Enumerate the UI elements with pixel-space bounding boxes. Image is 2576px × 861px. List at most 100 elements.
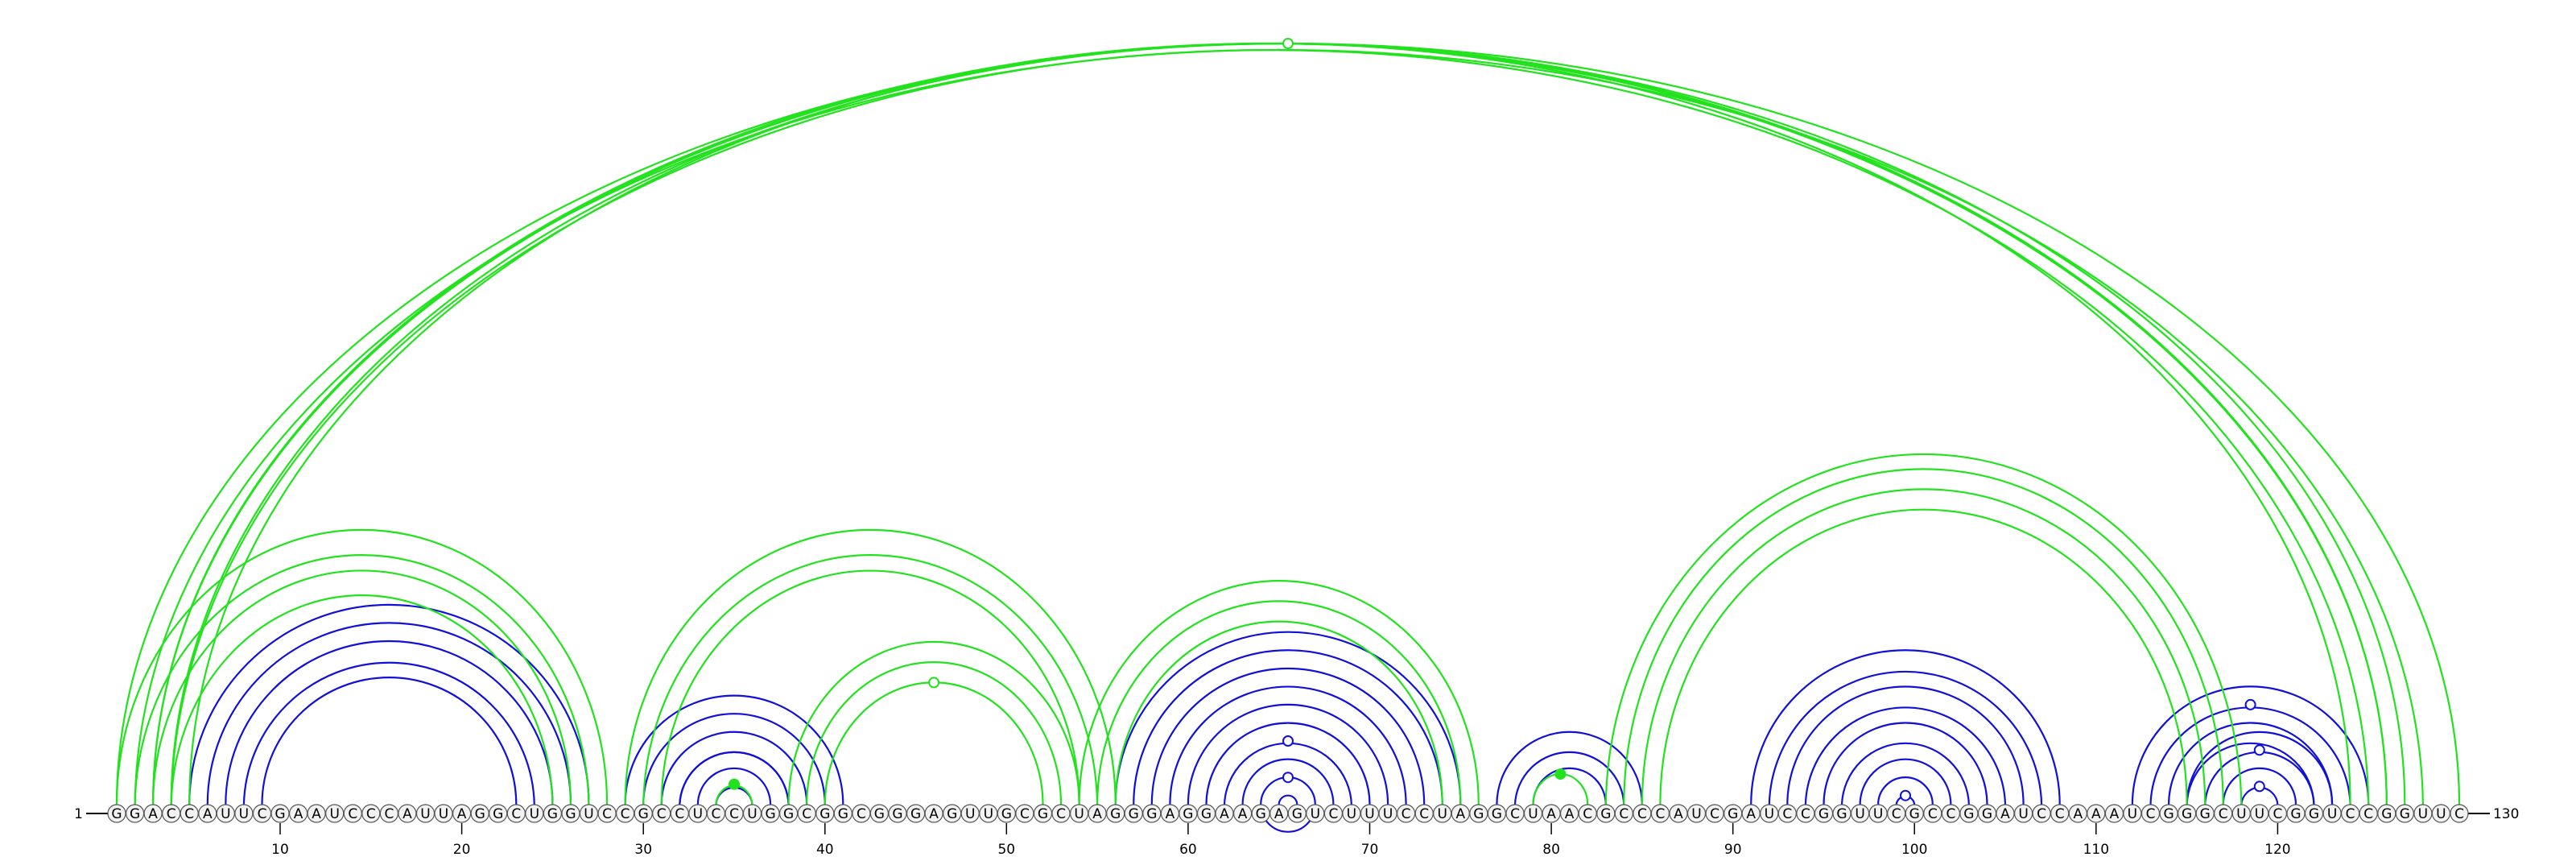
nucleotide-circle <box>2450 804 2469 823</box>
nucleotide-letter: G <box>2182 806 2192 822</box>
nucleotide-letter: U <box>1691 806 1701 822</box>
blue-arc-115-122 <box>2186 742 2315 805</box>
nucleotide-letter: C <box>602 806 612 822</box>
nucleotide-letter: C <box>1928 806 1938 822</box>
nucleotide-letter: C <box>657 806 667 822</box>
nucleotide-letter: U <box>2018 806 2028 822</box>
blue-arc-117-121 <box>2222 767 2297 805</box>
nucleotide-letter: A <box>1455 806 1465 822</box>
blue-arc-59-72 <box>1169 685 1407 805</box>
axis-tick-label: 100 <box>1901 842 1927 857</box>
nucleotide-letter: G <box>638 806 649 822</box>
nucleotide-letter: U <box>693 806 703 822</box>
nucleotide-circle <box>1269 804 1289 823</box>
nucleotide-letter: G <box>2309 806 2319 822</box>
blue-arc-58-73 <box>1150 667 1426 805</box>
nucleotide-letter: C <box>1402 806 1411 822</box>
green-arc-84-117 <box>1623 468 2224 805</box>
green-arc-1-28 <box>115 528 609 805</box>
arc-marker-113-124 <box>2244 698 2256 710</box>
nucleotide-letter: C <box>1892 806 1901 822</box>
blue-arc-32-38 <box>679 751 790 805</box>
blue-arc-29-41 <box>624 694 844 805</box>
nucleotide-letter: C <box>729 806 739 822</box>
nucleotide-letter: A <box>1274 806 1284 822</box>
blue-arc-32-38 <box>679 751 790 805</box>
nucleotide-circle <box>1433 804 1452 823</box>
nucleotide-letter: C <box>1637 806 1647 822</box>
nucleotide-letter: C <box>1619 806 1629 822</box>
nucleotide-letter: G <box>1492 806 1502 822</box>
green-arc-5-124 <box>188 42 2351 805</box>
blue-arc-93-106 <box>1786 685 2025 805</box>
arc-marker-99-100 <box>1900 789 1911 801</box>
green-arc-4-125 <box>170 49 2370 805</box>
green-arc-85-116 <box>1641 488 2207 805</box>
nucleotide-letter: A <box>1092 806 1102 822</box>
nucleotide-circle <box>452 804 472 823</box>
nucleotide-letter: G <box>1963 806 1974 822</box>
nucleotide-letter: A <box>1565 806 1575 822</box>
blue-arc-65-66 <box>1278 794 1298 805</box>
blue-arc-33-37 <box>696 767 772 805</box>
nucleotide-letter: C <box>1946 806 1955 822</box>
nucleotide-letter: U <box>584 806 593 822</box>
nucleotide-circle <box>1905 804 1924 823</box>
nucleotide-letter: G <box>2381 806 2392 822</box>
blue-arc-63-68 <box>1241 758 1335 805</box>
blue-arc-94-105 <box>1804 706 2007 805</box>
axis-tick-label: 60 <box>1179 842 1197 857</box>
nucleotide-letter: G <box>1001 806 1012 822</box>
nucleotide-letter: A <box>2000 806 2010 822</box>
green-arc-1-130 <box>115 42 2461 805</box>
nucleotide-letter: G <box>475 806 485 822</box>
nucleotide-letter: U <box>530 806 539 822</box>
nucleotide-letter: A <box>1220 806 1229 822</box>
nucleotide-circle <box>525 804 544 823</box>
nucleotide-letter: G <box>493 806 503 822</box>
nucleotide-circle <box>2214 804 2233 823</box>
nucleotide-circle <box>1959 804 1979 823</box>
nucleotide-letter: G <box>111 806 122 822</box>
nucleotide-letter: C <box>348 806 357 822</box>
nucleotide-letter: G <box>1183 806 1193 822</box>
blue-arc-115-123 <box>2186 731 2334 805</box>
nucleotide-circle <box>1741 804 1761 823</box>
position-axis: 10 20 30 40 50 60 70 80 90 100 110 120 <box>271 823 2291 858</box>
nucleotide-letter: U <box>2418 806 2428 822</box>
nucleotide-letter: G <box>1256 806 1266 822</box>
nucleotide-letter: C <box>857 806 866 822</box>
nucleotide-circle <box>361 804 381 823</box>
nucleotide-letter: G <box>2200 806 2211 822</box>
nucleotide-circle <box>2123 804 2142 823</box>
nucleotide-letter: U <box>1364 806 1374 822</box>
blue-arc-91-108 <box>1750 649 2061 805</box>
nucleotide-letter: C <box>2055 806 2065 822</box>
nucleotide-letter: U <box>420 806 430 822</box>
blue-arc-57-74 <box>1133 649 1443 805</box>
green-arc-31-54 <box>660 569 1080 805</box>
nucleotide-circle <box>1686 804 1707 823</box>
nucleotide-circle <box>2431 804 2450 823</box>
green-arc-83-118 <box>1604 453 2243 805</box>
blue-arc-31-39 <box>660 731 808 805</box>
nucleotide-circle <box>797 804 816 823</box>
axis-tick-label: 90 <box>1724 842 1742 857</box>
blue-arc-79-83 <box>1532 767 1607 805</box>
nucleotide-circle <box>2359 804 2378 823</box>
green-arc-4-25 <box>170 594 554 805</box>
green-arc-30-55 <box>642 554 1099 805</box>
nucleotide-letter: C <box>1655 806 1665 822</box>
nucleotide-circle <box>2140 804 2161 823</box>
axis-tick-label: 110 <box>2083 842 2109 857</box>
nucleotide-circle <box>778 804 799 823</box>
nucleotide-letter: G <box>2164 806 2174 822</box>
nucleotide-letter: A <box>402 806 412 822</box>
nucleotide-letter: U <box>2255 806 2264 822</box>
nucleotide-circle <box>2268 804 2287 823</box>
green-arc-4-126 <box>170 42 2388 805</box>
nucleotide-letter: U <box>747 806 757 822</box>
nucleotide-letter: C <box>2346 806 2355 822</box>
